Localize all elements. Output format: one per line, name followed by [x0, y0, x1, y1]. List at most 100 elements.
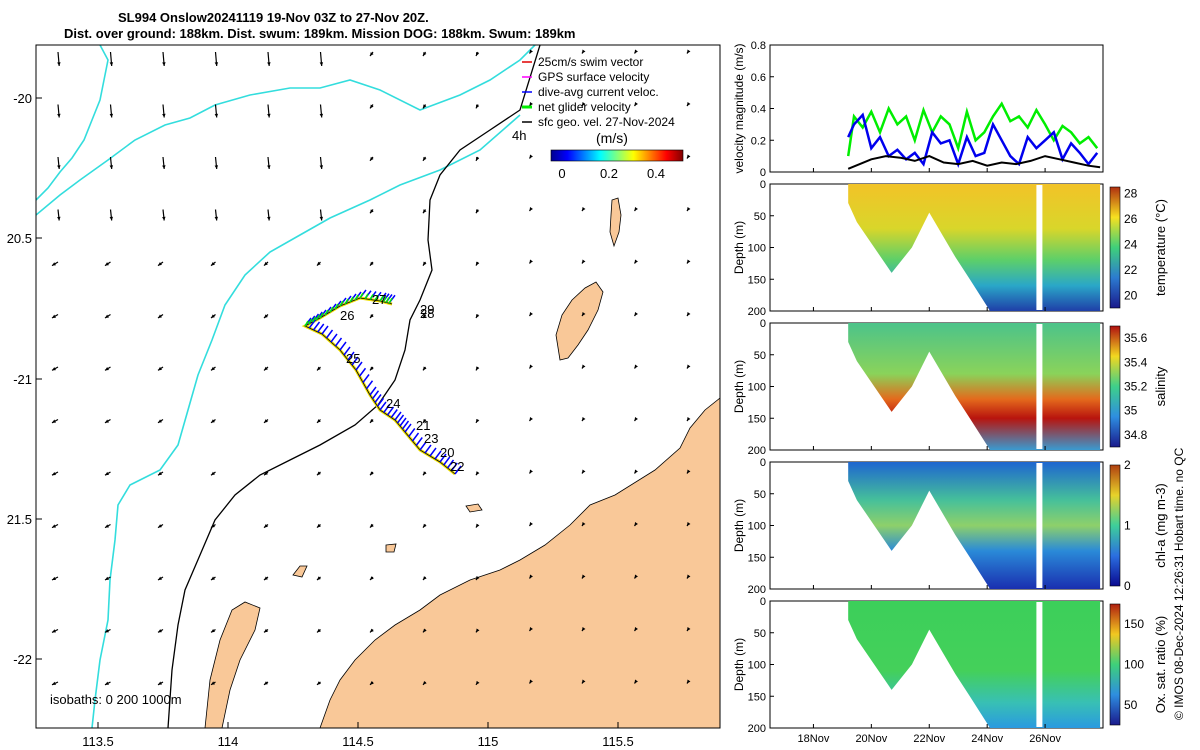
geo-velocity-arrows: [51, 49, 691, 686]
net-glider-vector: [329, 306, 334, 313]
dive-avg-current-vector: [321, 325, 329, 335]
series-line-sfc-geo-vel-: [847, 155, 1101, 170]
geo-arrow-head: [105, 314, 109, 318]
velocity-y-tick-label: 0.4: [751, 104, 766, 116]
geo-arrow-head: [211, 628, 215, 633]
geo-arrow-head: [634, 207, 638, 211]
colorbar-tick-label: 0.2: [600, 166, 618, 181]
dive-avg-current-vector: [312, 321, 321, 331]
dive-avg-current-vector: [317, 323, 325, 333]
dive-avg-current-vector: [355, 361, 363, 371]
geo-arrow-head: [529, 102, 533, 106]
geo-arrow-head: [370, 471, 374, 476]
figure-title-line1: SL994 Onslow20241119 19-Nov 03Z to 27-No…: [118, 10, 429, 25]
isobath-200m: [36, 45, 536, 728]
geo-arrow-head: [105, 629, 109, 633]
imos-credit: © IMOS 08-Dec-2024 12:26:31 Hobart time.…: [1172, 447, 1186, 720]
geo-arrow-head: [370, 628, 374, 633]
day-label: 20: [440, 445, 454, 460]
velocity-plot-frame: [769, 44, 1104, 173]
geo-arrow-head: [423, 52, 427, 56]
geo-arrow-head: [264, 524, 268, 528]
geo-arrow-head: [370, 314, 374, 318]
land-island-3: [465, 503, 483, 513]
geo-arrow-head: [423, 576, 427, 580]
salinity-colorbar: [1109, 325, 1121, 448]
dive-avg-current-vector: [379, 401, 387, 411]
legend-entry: 25cm/s swim vector: [538, 55, 643, 69]
chl-a-colorbar-tick-label: 0: [1124, 579, 1131, 593]
geo-arrow-head: [476, 418, 480, 423]
geo-arrow-head: [582, 207, 586, 211]
geo-arrow-head: [158, 262, 162, 266]
figure-title-line2: Dist. over ground: 188km. Dist. swum: 18…: [64, 26, 576, 41]
geo-arrow-head: [162, 165, 166, 169]
temperature-y-tick-label: 150: [748, 274, 766, 286]
temperature-colorbar-tick-label: 22: [1124, 263, 1138, 277]
geo-arrow-head: [582, 417, 586, 421]
map-y-tick-label: 20.5: [7, 231, 32, 246]
geo-arrow-head: [529, 364, 533, 369]
geo-arrow-head: [634, 417, 638, 421]
geo-arrow-head: [319, 165, 324, 169]
chl-a-y-tick-label: 200: [748, 584, 766, 596]
net-glider-vector: [359, 292, 364, 299]
dive-avg-current-vector: [374, 394, 382, 403]
geo-arrow-head: [109, 62, 114, 66]
salinity-colorbar-tick-label: 35.2: [1124, 380, 1148, 394]
map-x-tick-label: 113.5: [82, 734, 114, 749]
geo-arrow-head: [634, 627, 638, 631]
oxygen-colorbar-label: Ox. sat. ratio (%): [1153, 616, 1168, 714]
map-x-tick-label: 114.5: [342, 734, 374, 749]
net-glider-vector: [344, 298, 349, 305]
geo-arrow-head: [529, 469, 533, 474]
date-tick-label: 26Nov: [1029, 733, 1061, 745]
chl-a-colorbar-tick-label: 2: [1124, 458, 1131, 472]
chl-a-y-axis-label: Depth (m): [732, 499, 746, 552]
geo-arrow-head: [52, 524, 56, 528]
velocity-y-tick-label: 0.8: [751, 40, 766, 52]
geo-arrow-head: [687, 154, 691, 159]
geo-arrow-head: [370, 52, 374, 56]
oxygen-colorbar: [1109, 603, 1121, 726]
temperature-y-tick-label: 50: [754, 211, 766, 223]
geo-arrow-head: [57, 216, 61, 221]
legend-entry: dive-avg current veloc.: [538, 85, 659, 99]
dive-avg-current-vector: [376, 397, 385, 407]
dive-avg-current-vector: [334, 337, 343, 347]
geo-arrow-head: [529, 49, 533, 54]
geo-arrow-head: [57, 62, 61, 66]
day-label: 21: [416, 418, 430, 433]
geo-arrow-head: [687, 364, 691, 369]
net-glider-vector: [385, 297, 390, 303]
chl-a-y-tick-label: 0: [760, 457, 766, 469]
geo-arrow-head: [423, 418, 427, 423]
geo-arrow-head: [52, 471, 56, 476]
oxygen-y-tick-label: 100: [748, 660, 766, 672]
land-island-4: [292, 565, 308, 578]
net-glider-vector: [324, 309, 329, 316]
geo-arrow-head: [634, 679, 638, 684]
geo-arrow-head: [687, 574, 691, 579]
geo-arrow-head: [267, 165, 271, 169]
geo-arrow-head: [211, 471, 215, 476]
geo-arrow-head: [264, 681, 268, 685]
geo-arrow-head: [370, 681, 374, 685]
chl-a-y-tick-label: 50: [754, 489, 766, 501]
salinity-panel: 0 50 100 150 200 Depth (m) 34.8 35 35.2 35.4 35.6 s…: [732, 318, 1168, 457]
geo-arrow-head: [214, 216, 219, 221]
geo-arrow-head: [105, 262, 109, 266]
geo-arrow-head: [529, 574, 533, 579]
oxygen-data-gap: [1036, 602, 1043, 727]
geo-arrow-head: [158, 419, 162, 423]
geo-arrow-head: [264, 576, 268, 580]
dive-avg-current-vector: [390, 409, 398, 418]
geo-arrow-head: [687, 102, 691, 106]
temperature-colorbar-tick-label: 26: [1124, 212, 1138, 226]
dive-avg-current-vector: [411, 432, 420, 442]
net-glider-vector: [349, 296, 354, 303]
geo-arrow-head: [370, 209, 374, 214]
dive-avg-current-vector: [369, 386, 377, 396]
geo-arrow-head: [687, 259, 691, 264]
map-x-tick-label: 115: [478, 734, 499, 749]
